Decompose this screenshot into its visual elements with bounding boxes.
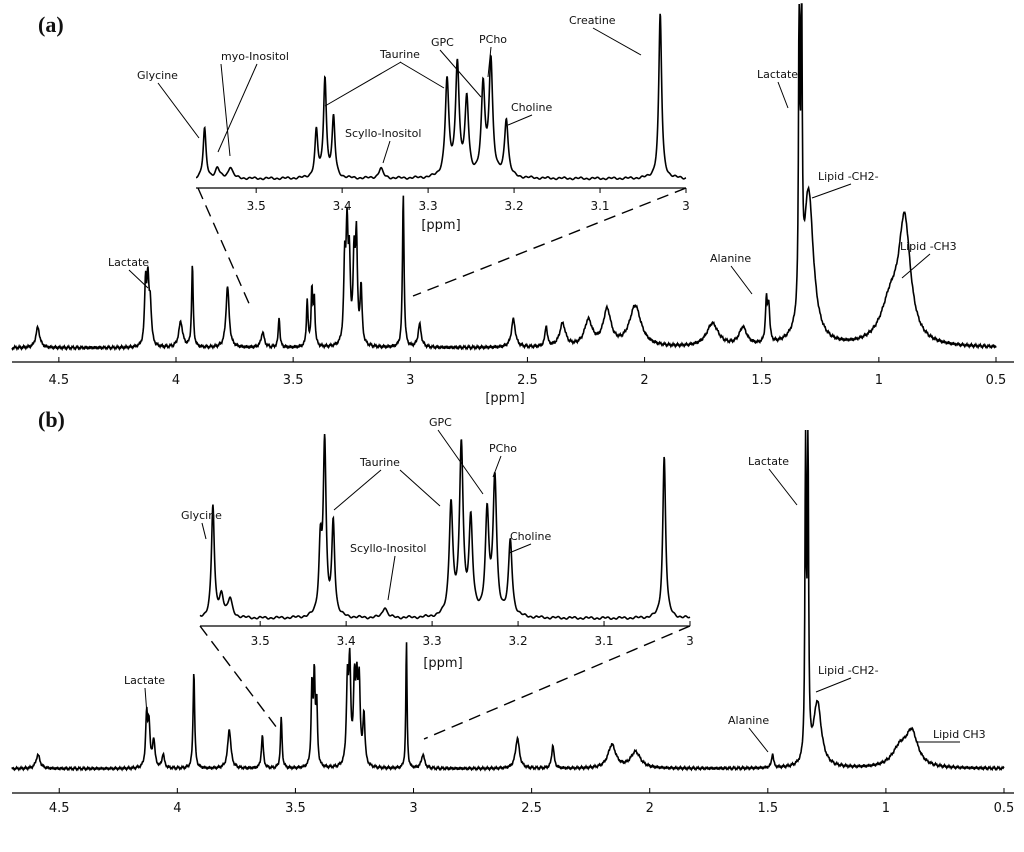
annotation-leader [815,677,852,693]
inset-peak-annotation: Creatine [569,14,616,27]
zoom-connector [412,187,687,297]
inset-x-tick-label: 3.5 [251,634,270,648]
annotation-leader [508,543,532,554]
x-tick-label: 1.5 [757,801,778,816]
zoom-connector [197,187,252,309]
inset-peak-annotation: Taurine [359,456,400,469]
peak-annotation: Lipid -CH2- [818,664,879,677]
annotation-leader [768,468,798,506]
annotation-leader [128,269,149,289]
x-tick-label: 3 [409,801,417,816]
inset-peak-annotation: Glycine [181,509,222,522]
inset-x-tick-label: 3.2 [505,199,524,213]
annotation-leader [492,455,502,478]
inset-spectrum-line [195,13,687,181]
inset-x-tick-label: 3.4 [333,199,352,213]
x-tick-label: 3.5 [285,801,306,816]
x-tick-label: 1 [875,373,883,388]
zoom-connector [199,625,278,729]
inset-peak-annotation: PCho [479,33,507,46]
panel-a: (a) 4.5 4 3.5 3 2.5 2 1.5 1 0.5 [ppm] Lactate Alanin… [11,3,1014,406]
annotation-leader [201,522,207,540]
inset-x-axis-label: [ppm] [423,656,462,671]
annotation-leader [730,265,753,295]
annotation-leader [777,81,789,109]
annotation-leader [811,183,852,199]
x-tick-label: 2.5 [517,373,538,388]
inset-peak-annotation: Glycine [137,69,178,82]
x-tick-label: 2 [646,801,654,816]
inset-peak-annotation: GPC [429,416,452,429]
inset-x-tick-label: 3.2 [509,634,528,648]
panel-label: (b) [38,407,65,432]
inset-x-tick-label: 3.3 [419,199,438,213]
x-tick-label: 0.5 [994,801,1015,816]
x-tick-label: 4 [172,373,180,388]
inset-peak-annotation: Taurine [379,48,420,61]
x-tick-label: 2.5 [521,801,542,816]
annotation-leader [399,469,441,507]
x-tick-label: 3.5 [283,373,304,388]
annotation-leader [324,61,402,107]
inset-x-tick-label: 3.1 [590,199,609,213]
peak-annotation: Lactate [108,256,149,269]
inset-spectrum-line [199,433,691,621]
annotation-leader [487,46,492,78]
panel-b: (b) 4.5 4 3.5 3 2.5 2 1.5 1 0.5 Lactate Alanine Lact… [11,407,1015,816]
inset-x-tick-label: 3 [682,199,690,213]
annotation-leader [507,114,533,126]
peak-annotation: Alanine [728,714,769,727]
annotation-leader [748,727,769,753]
x-tick-label: 4.5 [49,373,70,388]
annotation-leader [157,82,200,139]
inset-peak-annotation: GPC [431,36,454,49]
annotation-leader [592,27,642,56]
annotation-leader [439,49,482,98]
annotation-leader [437,429,484,495]
spectrum-line [11,429,1005,772]
spectrum-line [11,3,997,352]
annotation-leader [220,63,231,157]
peak-annotation: Lactate [757,68,798,81]
inset-peak-annotation: Choline [510,530,551,543]
x-tick-label: 0.5 [986,373,1007,388]
inset-peak-annotation: Scyllo-Inositol [350,542,426,555]
peak-annotation: Lactate [748,455,789,468]
x-tick-label: 1.5 [751,373,772,388]
x-axis-label: [ppm] [485,391,524,406]
annotation-leader [382,140,391,164]
annotation-leader [217,63,258,153]
annotation-leader [901,253,931,279]
inset-peak-annotation: Choline [511,101,552,114]
peak-annotation: Lipid -CH2- [818,170,879,183]
x-tick-label: 2 [640,373,648,388]
inset-x-tick-label: 3.5 [247,199,266,213]
peak-annotation: Lactate [124,674,165,687]
inset-peak-annotation: Scyllo-Inositol [345,127,421,140]
x-tick-label: 4 [173,801,181,816]
annotation-leader [333,469,382,511]
peak-annotation: Lipid -CH3 [900,240,957,253]
annotation-leader [399,61,445,89]
panel-label: (a) [38,12,64,37]
inset-peak-annotation: myo-Inositol [221,50,289,63]
inset-x-tick-label: 3.1 [594,634,613,648]
x-tick-label: 3 [406,373,414,388]
zoom-connector [423,625,691,740]
inset-x-tick-label: 3 [686,634,694,648]
peak-annotation: Alanine [710,252,751,265]
inset-x-tick-label: 3.4 [337,634,356,648]
inset-peak-annotation: PCho [489,442,517,455]
x-tick-label: 4.5 [49,801,70,816]
annotation-leader [387,555,396,601]
peak-annotation: Lipid CH3 [933,728,986,741]
x-tick-label: 1 [882,801,890,816]
annotation-leader [144,687,148,716]
inset-x-axis-label: [ppm] [421,218,460,233]
inset-x-tick-label: 3.3 [423,634,442,648]
